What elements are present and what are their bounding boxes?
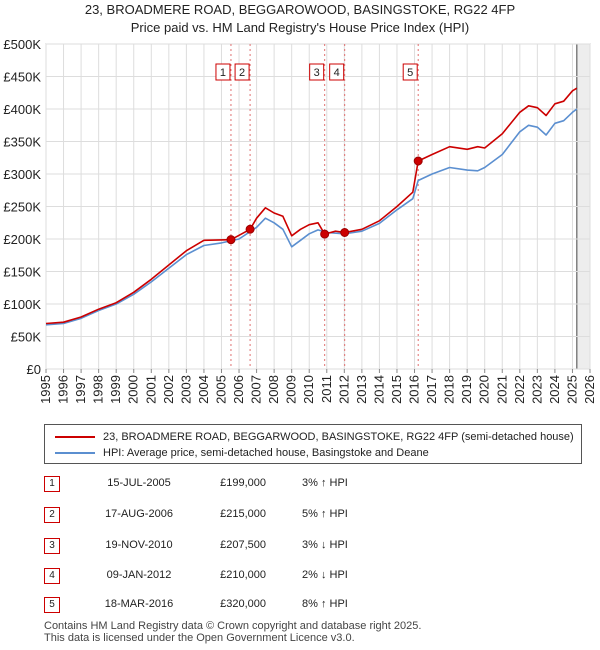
transaction-date: 15-JUL-2005 bbox=[107, 477, 171, 489]
transaction-box-label: 2 bbox=[239, 67, 245, 79]
legend-label-hpi: HPI: Average price, semi-detached house,… bbox=[103, 447, 429, 459]
price-chart: 1 2 3 4 5 £0 £50K £100K £150K £200K £250K £300K £35… bbox=[3, 37, 597, 404]
x-tick-label: 2026 bbox=[582, 375, 597, 404]
x-tick-label: 2010 bbox=[301, 375, 316, 404]
x-tick-label: 2021 bbox=[494, 375, 509, 404]
x-tick-label: 2009 bbox=[284, 375, 299, 404]
legend-item-hpi: HPI: Average price, semi-detached house,… bbox=[55, 446, 429, 460]
transaction-number: 5 bbox=[44, 597, 60, 613]
transaction-date: 19-NOV-2010 bbox=[105, 539, 173, 551]
x-tick-label: 2011 bbox=[319, 375, 334, 403]
y-axis: £0 £50K £100K £150K £200K £250K £300K £350K £400… bbox=[3, 37, 41, 377]
y-tick-label: £150K bbox=[3, 265, 41, 280]
transaction-point bbox=[245, 224, 255, 234]
transaction-hpi: 5% ↑ HPI bbox=[302, 508, 348, 520]
transaction-box bbox=[402, 63, 418, 81]
transaction-point bbox=[413, 156, 423, 166]
y-tick-label: £350K bbox=[3, 135, 41, 150]
transaction-box bbox=[215, 63, 231, 81]
x-tick-label: 2006 bbox=[231, 375, 246, 404]
transaction-box bbox=[329, 63, 345, 81]
x-tick-label: 2022 bbox=[512, 375, 527, 404]
transaction-number: 4 bbox=[44, 568, 60, 584]
x-tick-label: 2007 bbox=[249, 375, 264, 404]
transaction-date: 18-MAR-2016 bbox=[104, 598, 174, 610]
transaction-number: 1 bbox=[44, 476, 60, 492]
transaction-price: £207,500 bbox=[220, 539, 266, 551]
transaction-price: £199,000 bbox=[220, 477, 266, 489]
x-tick-label: 2017 bbox=[424, 375, 439, 404]
transaction-box-label: 1 bbox=[220, 67, 226, 79]
legend-swatch-property bbox=[55, 436, 95, 438]
x-tick-label: 1998 bbox=[91, 375, 106, 404]
legend-label-property: 23, BROADMERE ROAD, BEGGARWOOD, BASINGST… bbox=[103, 431, 574, 443]
x-tick-label: 2001 bbox=[143, 375, 158, 404]
x-tick-label: 2008 bbox=[266, 375, 281, 404]
x-tick-label: 2016 bbox=[407, 375, 422, 404]
transaction-price: £320,000 bbox=[220, 598, 266, 610]
x-tick-label: 2015 bbox=[389, 375, 404, 404]
transaction-point bbox=[226, 235, 236, 245]
x-tick-label: 2012 bbox=[336, 375, 351, 404]
transaction-hpi: 3% ↓ HPI bbox=[302, 539, 348, 551]
transaction-lines bbox=[230, 44, 419, 369]
x-tick-label: 2013 bbox=[354, 375, 369, 404]
chart-grid bbox=[45, 43, 591, 370]
x-tick-label: 2005 bbox=[213, 375, 228, 404]
transaction-box bbox=[234, 63, 250, 81]
x-tick-label: 1996 bbox=[56, 375, 71, 404]
transaction-price: £215,000 bbox=[220, 508, 266, 520]
chart-markers bbox=[226, 156, 423, 245]
transaction-point bbox=[320, 229, 330, 239]
transaction-date: 09-JAN-2012 bbox=[106, 569, 172, 581]
x-tick-label: 2018 bbox=[442, 375, 457, 404]
transaction-number: 3 bbox=[44, 538, 60, 554]
x-tick-label: 1999 bbox=[108, 375, 123, 404]
legend-item-property: 23, BROADMERE ROAD, BEGGARWOOD, BASINGST… bbox=[55, 430, 574, 444]
x-tick-label: 2024 bbox=[547, 375, 562, 404]
y-tick-label: £400K bbox=[3, 102, 41, 117]
x-tick-label: 2000 bbox=[126, 375, 141, 404]
x-tick-label: 2025 bbox=[564, 375, 579, 404]
x-tick-label: 1995 bbox=[38, 375, 53, 404]
x-tick-label: 2004 bbox=[196, 375, 211, 404]
chart-title-address: 23, BROADMERE ROAD, BEGGAROWOOD, BASINGS… bbox=[84, 2, 516, 17]
x-tick-label: 2014 bbox=[371, 375, 386, 404]
transaction-boxes: 1 2 3 4 5 bbox=[215, 63, 418, 81]
x-tick-label: 2019 bbox=[459, 375, 474, 404]
x-tick-label: 1997 bbox=[73, 375, 88, 404]
transaction-hpi: 3% ↑ HPI bbox=[302, 477, 348, 489]
transaction-point bbox=[340, 228, 350, 237]
x-tick-label: 2003 bbox=[178, 375, 193, 404]
transaction-hpi: 2% ↓ HPI bbox=[302, 569, 348, 581]
x-tick-label: 2002 bbox=[161, 375, 176, 404]
series-line-property bbox=[45, 87, 578, 325]
transaction-box-label: 3 bbox=[314, 67, 320, 79]
chart-legend: 23, BROADMERE ROAD, BEGGARWOOD, BASINGST… bbox=[44, 424, 582, 464]
chart-subtitle: Price paid vs. HM Land Registry's House … bbox=[130, 20, 470, 35]
transaction-number: 2 bbox=[44, 507, 60, 523]
y-tick-label: £200K bbox=[3, 232, 41, 247]
footer-copyright: Contains HM Land Registry data © Crown c… bbox=[44, 620, 422, 632]
y-tick-label: £250K bbox=[3, 200, 41, 215]
transaction-hpi: 8% ↑ HPI bbox=[302, 598, 348, 610]
transaction-box bbox=[309, 63, 325, 81]
y-tick-label: £0 bbox=[27, 362, 41, 377]
transaction-box-label: 5 bbox=[407, 67, 413, 79]
y-tick-label: £450K bbox=[3, 70, 41, 85]
transaction-date: 17-AUG-2006 bbox=[105, 508, 173, 520]
transaction-price: £210,000 bbox=[220, 569, 266, 581]
y-tick-label: £500K bbox=[3, 37, 41, 52]
y-tick-label: £100K bbox=[3, 297, 41, 312]
x-tick-label: 2023 bbox=[529, 375, 544, 404]
x-tick-label: 2020 bbox=[477, 375, 492, 404]
y-tick-label: £300K bbox=[3, 167, 41, 182]
transaction-box-label: 4 bbox=[334, 67, 340, 79]
x-axis: 1995 1996 1997 1998 1999 2000 2001 2002 2003 2004… bbox=[38, 369, 597, 404]
legend-swatch-hpi bbox=[55, 452, 95, 454]
footer-license: This data is licensed under the Open Gov… bbox=[44, 632, 355, 644]
y-tick-label: £50K bbox=[11, 330, 42, 345]
